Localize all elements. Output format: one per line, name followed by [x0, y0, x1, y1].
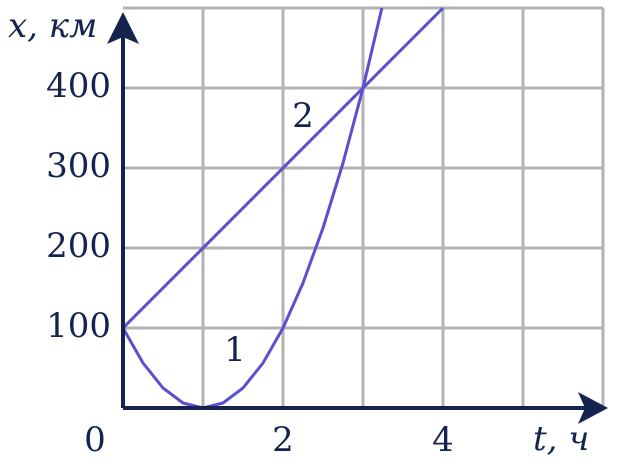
series-label: 1	[224, 330, 246, 370]
series-line	[121, 6, 445, 330]
x-tick-label: 2	[272, 420, 294, 460]
x-axis-arrow	[578, 392, 608, 424]
grid	[123, 6, 605, 408]
y-tick-label: 400	[46, 66, 111, 106]
series-label: 2	[292, 96, 314, 136]
x-tick-label: 0	[84, 420, 106, 460]
y-axis-arrow	[107, 12, 139, 44]
x-axis-label: t, ч	[533, 419, 589, 459]
y-tick-label: 300	[46, 146, 111, 186]
series-line	[121, 7, 384, 410]
y-axis-label: x, км	[8, 6, 97, 46]
x-tick-label: 4	[432, 420, 454, 460]
plot	[121, 6, 445, 410]
y-tick-label: 200	[46, 226, 111, 266]
y-tick-label: 100	[46, 306, 111, 346]
